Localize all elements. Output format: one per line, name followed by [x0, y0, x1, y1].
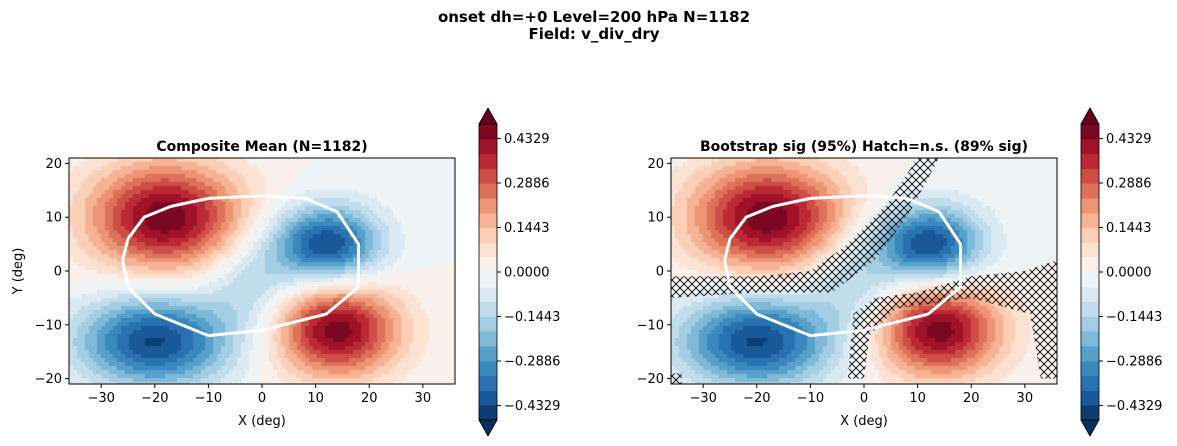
colorbar-tick-label: 0.0000 — [1106, 266, 1152, 281]
panel-right: Bootstrap sig (95%) Hatch=n.s. (89% sig)… — [637, 139, 1058, 429]
x-tick-label: 30 — [1017, 391, 1034, 406]
colorbar-tick-label: 0.4329 — [1106, 132, 1152, 147]
white-contour-line — [723, 194, 962, 338]
y-tick-label: 20 — [45, 157, 62, 172]
x-tick-label: −30 — [87, 391, 114, 406]
panel-right-title: Bootstrap sig (95%) Hatch=n.s. (89% sig) — [700, 139, 1028, 155]
y-tick-label: −20 — [35, 372, 62, 387]
colorbar-tick-label: −0.1443 — [1106, 310, 1162, 325]
white-contour-line — [121, 194, 360, 338]
x-tick-label: −30 — [689, 391, 716, 406]
colorbar-tick-label: −0.4329 — [504, 399, 560, 414]
figure-title-line2: Field: v_div_dry — [528, 25, 659, 43]
x-tick-label: −10 — [195, 391, 222, 406]
hatch-region-2 — [671, 373, 682, 384]
y-tick-label: −10 — [35, 318, 62, 333]
colorbar-tick-label: −0.2886 — [504, 354, 560, 369]
colorbar-tick-label: 0.2886 — [504, 177, 550, 192]
colorbar-tick-label: 0.4329 — [504, 132, 550, 147]
panel-left-colorbar: 0.4329 0.2886 0.1443 0.0000 −0.1443 −0.2886 −0… — [478, 107, 560, 437]
hatch-region-1 — [847, 260, 1057, 379]
y-tick-label: −10 — [637, 318, 664, 333]
panel-left-title: Composite Mean (N=1182) — [156, 139, 367, 155]
panel-right-xlabel: X (deg) — [840, 414, 888, 429]
colorbar-tick-label: 0.1443 — [504, 221, 550, 236]
panel-left-contour-field — [69, 158, 455, 384]
y-tick-label: −20 — [637, 372, 664, 387]
colorbar-tick-label: 0.1443 — [1106, 221, 1152, 236]
x-tick-label: 0 — [258, 391, 266, 406]
y-tick-label: 0 — [656, 265, 664, 280]
panel-left-ylabel: Y (deg) — [11, 248, 26, 296]
panel-right-x-ticks: −30 −20 −10 0 10 20 30 — [689, 384, 1033, 406]
x-tick-label: −20 — [743, 391, 770, 406]
colorbar-tick-label: −0.4329 — [1106, 399, 1162, 414]
y-tick-label: 10 — [45, 211, 62, 226]
colorbar-tick-label: 0.0000 — [504, 266, 550, 281]
figure-title-line1: onset dh=+0 Level=200 hPa N=1182 — [438, 8, 750, 26]
x-tick-label: 20 — [963, 391, 980, 406]
panel-left-y-ticks: 20 10 0 −10 −20 — [35, 157, 69, 387]
x-tick-label: 30 — [415, 391, 432, 406]
panel-right-hatching — [671, 158, 1057, 384]
colorbar-tick-label: −0.1443 — [504, 310, 560, 325]
y-tick-label: 20 — [647, 157, 664, 172]
x-tick-label: 10 — [307, 391, 324, 406]
panel-right-white-contour — [723, 194, 962, 338]
x-tick-label: −20 — [141, 391, 168, 406]
panel-left-white-contour — [121, 194, 360, 338]
y-tick-label: 10 — [647, 211, 664, 226]
panel-left: Composite Mean (N=1182) −30 −20 −10 0 10 20 30… — [11, 139, 456, 429]
x-tick-label: −10 — [797, 391, 824, 406]
panel-left-x-ticks: −30 −20 −10 0 10 20 30 — [87, 384, 431, 406]
colorbar-tick-label: 0.2886 — [1106, 177, 1152, 192]
panel-right-colorbar: 0.4329 0.2886 0.1443 0.0000 −0.1443 −0.2886 −0… — [1080, 107, 1162, 437]
panel-left-xlabel: X (deg) — [238, 414, 286, 429]
y-tick-label: 0 — [54, 265, 62, 280]
x-tick-label: 20 — [361, 391, 378, 406]
x-tick-label: 10 — [909, 391, 926, 406]
x-tick-label: 0 — [860, 391, 868, 406]
hatch-region-0 — [671, 158, 940, 298]
colorbar-tick-label: −0.2886 — [1106, 354, 1162, 369]
panel-right-y-ticks: 20 10 0 −10 −20 — [637, 157, 671, 387]
